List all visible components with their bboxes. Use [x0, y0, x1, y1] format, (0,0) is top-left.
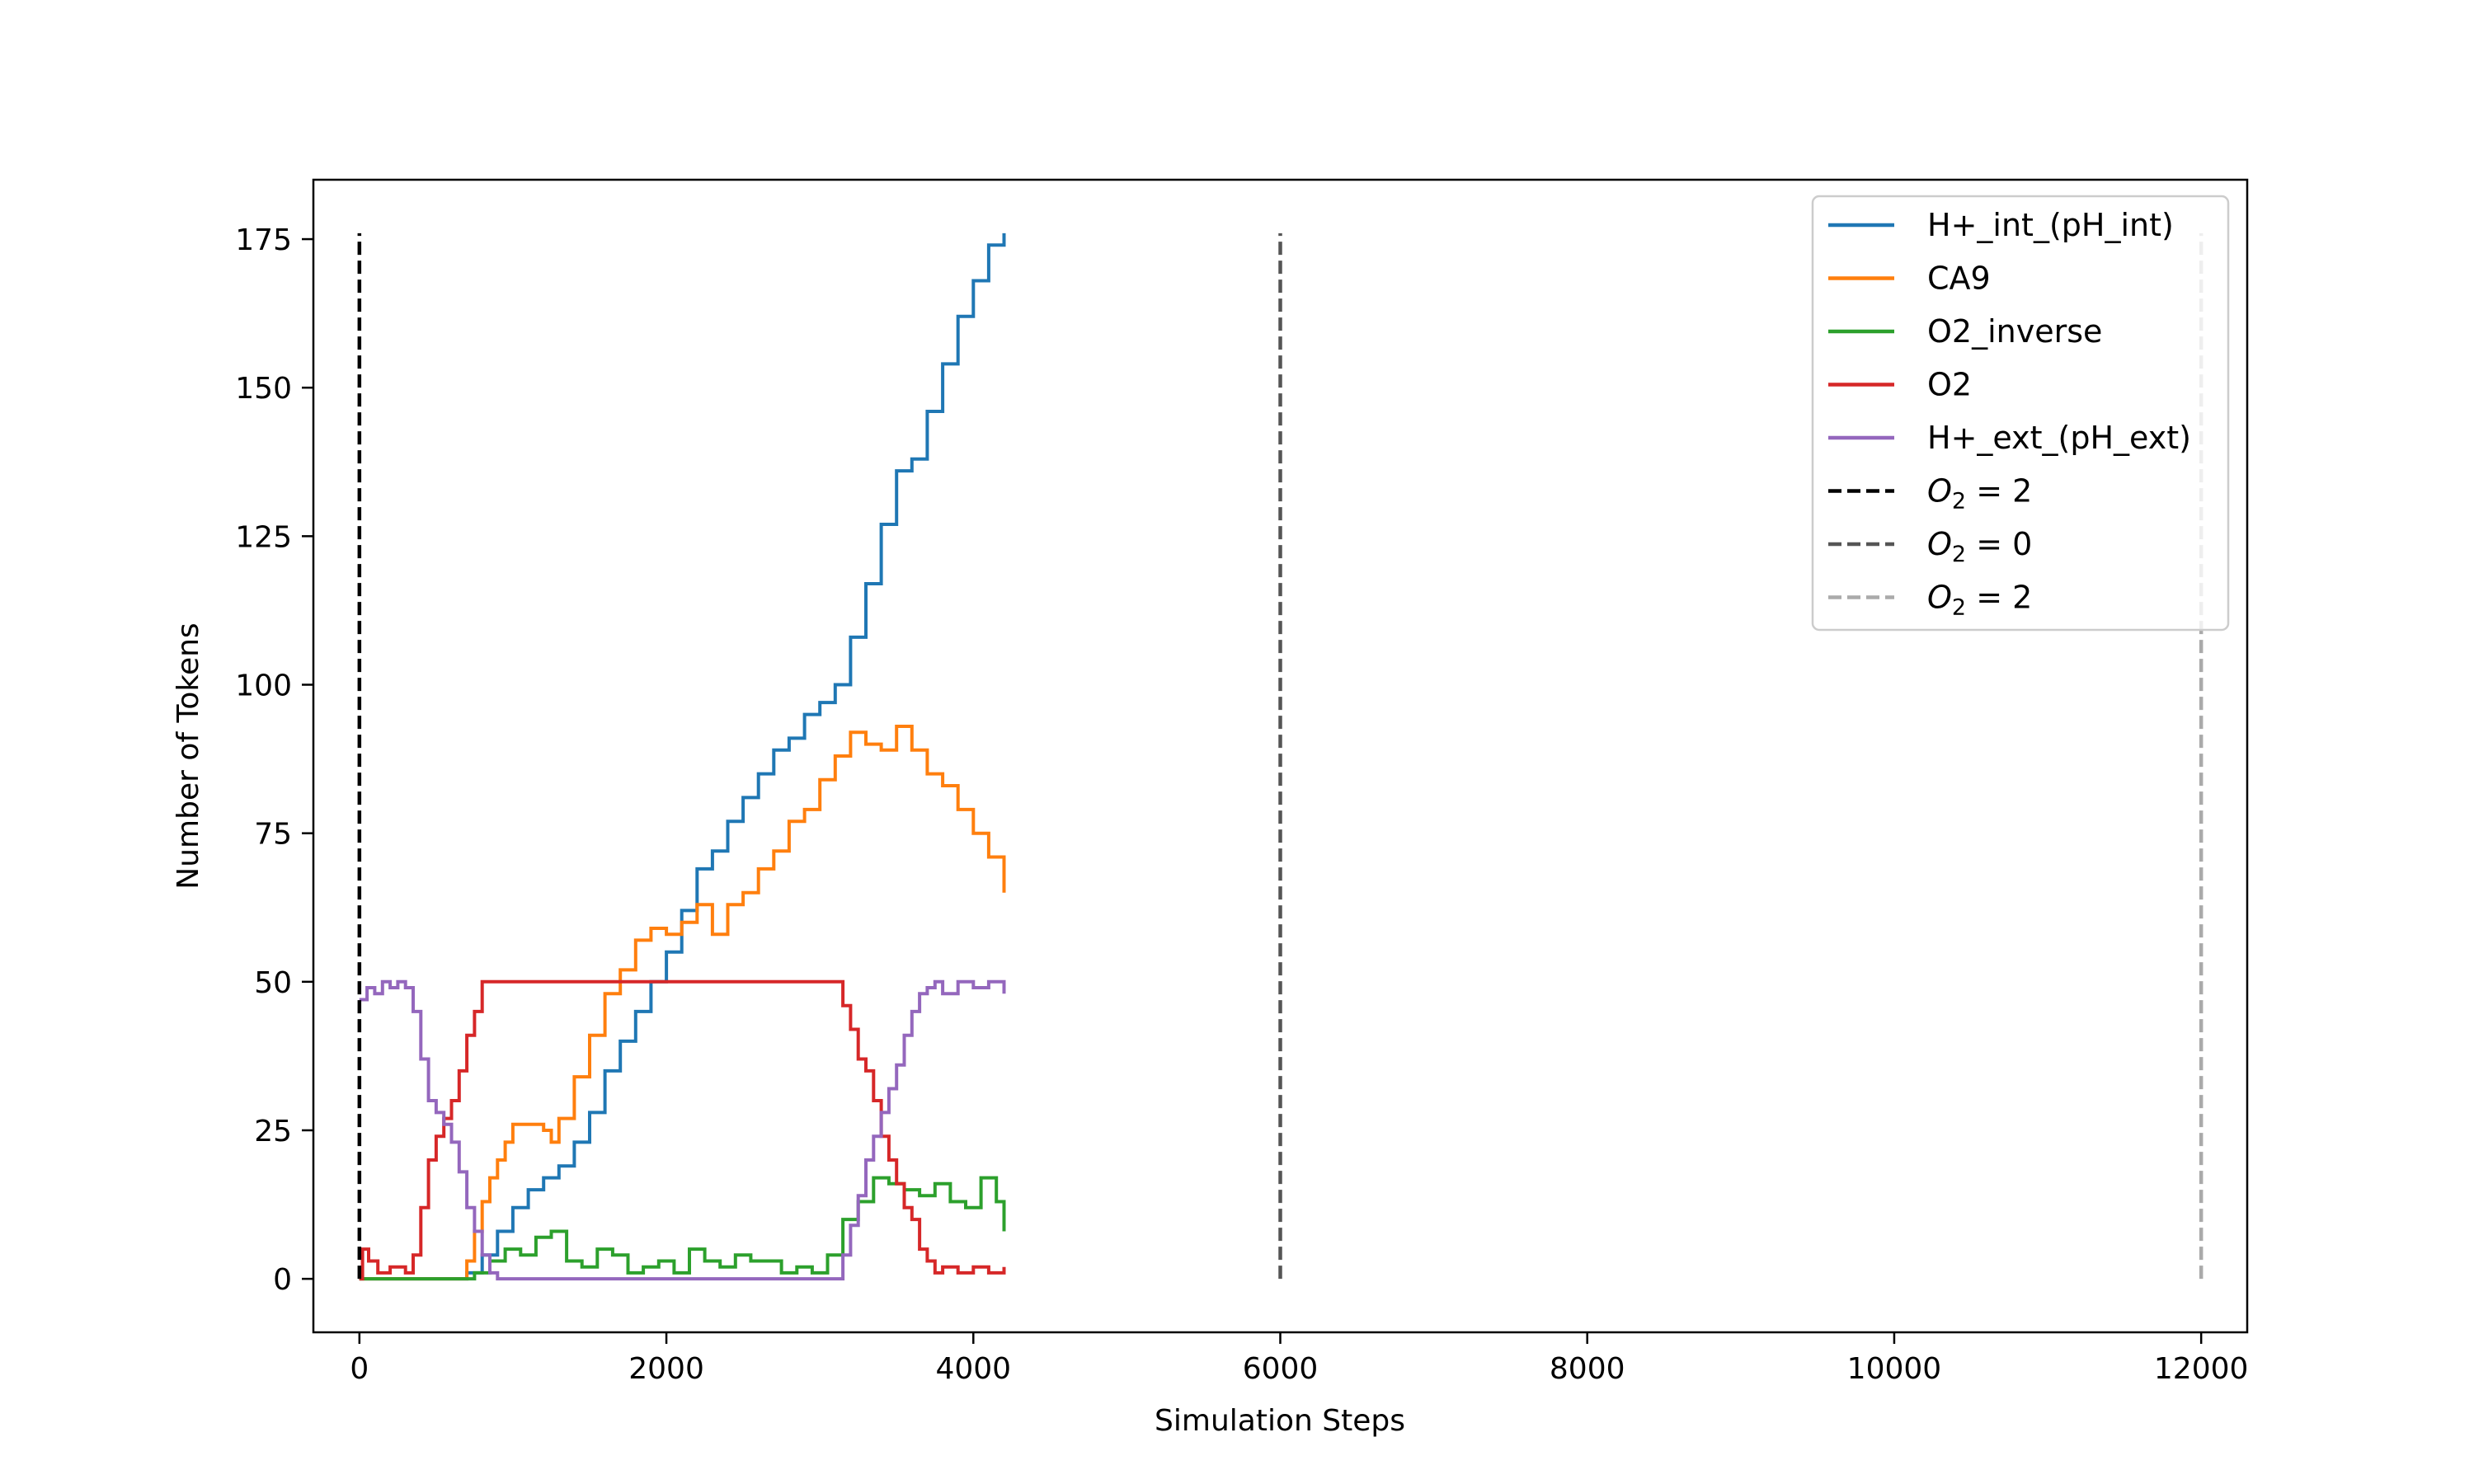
x-axis: 0 2000 4000 6000 8000 10000 12000 [350, 1332, 2248, 1386]
y-tick-label: 125 [235, 520, 292, 554]
series-line-1 [359, 232, 1006, 1281]
series-line-5 [359, 979, 1006, 1281]
x-tick-label: 4000 [935, 1352, 1011, 1386]
x-axis-label: Simulation Steps [1155, 1404, 1405, 1438]
legend-label-4: O2 [1927, 367, 1972, 403]
x-tick-label: 8000 [1550, 1352, 1625, 1386]
legend-label-2: CA9 [1927, 261, 1991, 297]
y-tick-label: 50 [254, 966, 292, 1000]
x-tick-label: 12000 [2154, 1352, 2249, 1386]
legend: H+_int_(pH_int) CA9 O2_inverse O2 H+_ext_(pH… [1811, 195, 2230, 632]
legend-label-6: O2 = 2 [1927, 473, 2032, 514]
x-tick-label: 10000 [1847, 1352, 1942, 1386]
y-axis: 0 25 50 75 100 125 150 175 [235, 223, 313, 1297]
y-tick-label: 0 [273, 1263, 292, 1297]
y-tick-label: 100 [235, 669, 292, 703]
legend-label-3: O2_inverse [1927, 313, 2102, 350]
legend-label-8: O2 = 2 [1927, 580, 2032, 621]
legend-label-7: O2 = 0 [1927, 526, 2032, 567]
y-tick-label: 175 [235, 223, 292, 257]
y-tick-label: 25 [254, 1115, 292, 1148]
y-axis-label: Number of Tokens [172, 622, 205, 889]
vline-layer [357, 232, 2204, 1280]
y-tick-label: 150 [235, 372, 292, 406]
series-line-3 [359, 1176, 1006, 1281]
x-tick-label: 6000 [1243, 1352, 1319, 1386]
legend-items: H+_int_(pH_int) CA9 O2_inverse O2 H+_ext_(pH… [1828, 207, 2191, 621]
series-line-2 [359, 725, 1006, 1281]
legend-box [1811, 195, 2230, 632]
legend-label-5: H+_ext_(pH_ext) [1927, 420, 2191, 456]
series-line-4 [359, 979, 1006, 1281]
x-tick-label: 2000 [628, 1352, 704, 1386]
y-tick-label: 75 [254, 818, 292, 852]
series-layer [359, 232, 1006, 1281]
legend-label-1: H+_int_(pH_int) [1927, 207, 2174, 243]
x-tick-label: 0 [350, 1352, 369, 1386]
